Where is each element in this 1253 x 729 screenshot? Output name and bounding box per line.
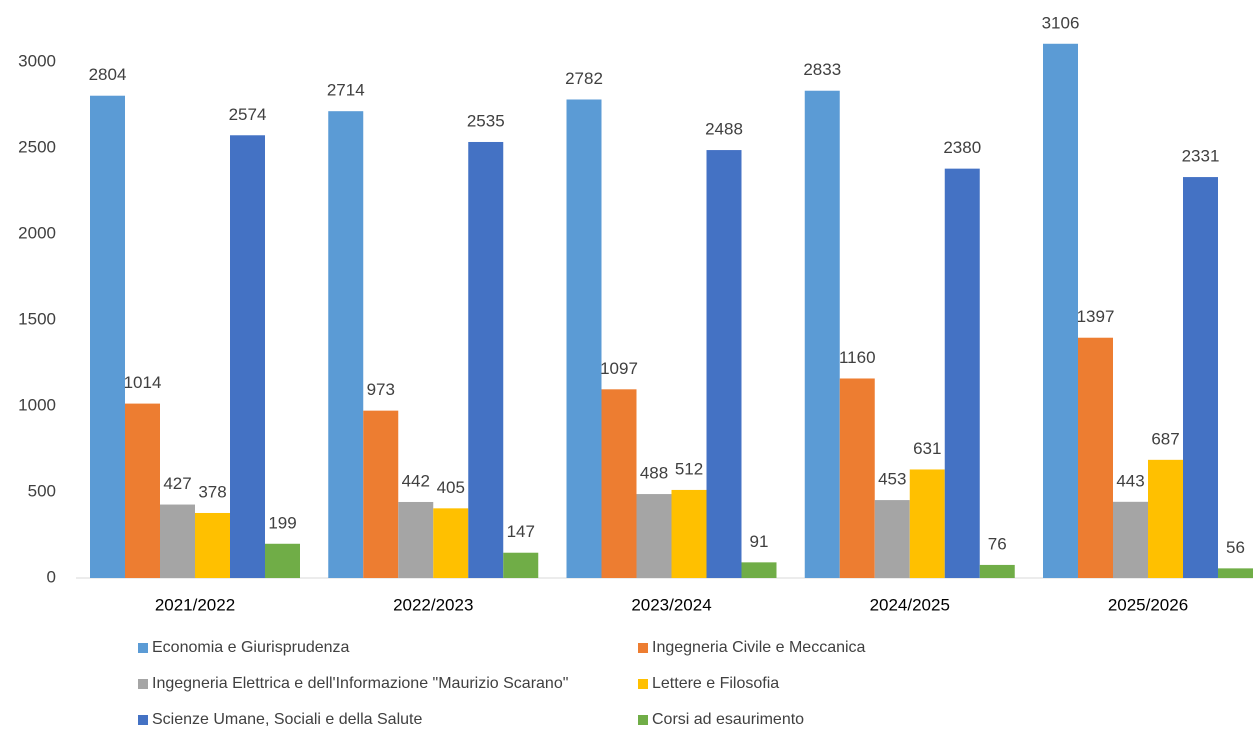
value-label: 443 — [1116, 471, 1144, 490]
value-label: 687 — [1151, 429, 1179, 448]
bar — [671, 489, 707, 578]
legend-swatch — [638, 715, 648, 725]
legend-swatch — [638, 679, 648, 689]
bar — [195, 512, 230, 578]
bar — [125, 403, 160, 578]
bar — [566, 99, 602, 578]
value-label: 2574 — [229, 105, 267, 124]
bar — [1148, 459, 1183, 578]
bar — [1043, 43, 1078, 578]
bar — [804, 90, 840, 578]
bar — [90, 95, 125, 578]
bar — [1183, 177, 1218, 578]
value-label: 453 — [878, 470, 906, 489]
bar — [839, 378, 875, 578]
legend-label: Corsi ad esaurimento — [652, 711, 804, 728]
x-tick-label: 2024/2025 — [870, 595, 950, 614]
bar — [363, 410, 399, 578]
value-label: 512 — [675, 459, 703, 478]
bar — [601, 389, 637, 578]
bar — [741, 562, 777, 578]
bar — [468, 141, 504, 579]
bar — [944, 168, 980, 578]
legend-swatch — [638, 643, 648, 653]
bar — [433, 508, 469, 578]
value-label: 1160 — [839, 348, 876, 367]
y-tick-label: 3000 — [18, 51, 56, 70]
bar — [160, 504, 195, 578]
value-label: 378 — [198, 482, 226, 501]
value-label: 1097 — [600, 359, 638, 378]
bar — [979, 564, 1015, 578]
y-tick-label: 2000 — [18, 223, 56, 242]
value-label: 91 — [750, 532, 769, 551]
bar — [636, 494, 672, 578]
value-label: 2714 — [327, 81, 365, 100]
legend-swatch — [138, 643, 148, 653]
value-label: 2331 — [1182, 147, 1220, 166]
y-tick-label: 500 — [28, 481, 56, 500]
value-label: 427 — [163, 474, 191, 493]
value-label: 2535 — [467, 111, 505, 130]
legend-swatch — [138, 715, 148, 725]
value-label: 442 — [402, 471, 430, 490]
value-label: 147 — [507, 522, 535, 541]
value-label: 488 — [640, 464, 668, 483]
value-label: 973 — [367, 380, 395, 399]
bar — [503, 552, 539, 578]
value-label: 2380 — [943, 138, 981, 157]
bar — [328, 111, 364, 578]
legend-swatch — [138, 679, 148, 689]
bar — [874, 500, 910, 578]
legend-label: Economia e Giurisprudenza — [152, 639, 350, 656]
bar — [398, 501, 434, 578]
y-tick-label: 0 — [47, 567, 56, 586]
x-tick-label: 2025/2026 — [1108, 595, 1188, 614]
value-label: 1014 — [124, 373, 162, 392]
y-tick-label: 1000 — [18, 395, 56, 414]
bar — [230, 135, 265, 578]
x-tick-label: 2021/2022 — [155, 595, 235, 614]
legend-label: Scienze Umane, Sociali e della Salute — [152, 711, 422, 728]
value-label: 1397 — [1077, 307, 1115, 326]
bar — [1218, 568, 1253, 578]
legend-label: Ingegneria Elettrica e dell'Informazione… — [152, 675, 568, 692]
value-label: 199 — [268, 513, 296, 532]
value-label: 3106 — [1042, 13, 1080, 32]
value-label: 2488 — [705, 120, 743, 139]
y-tick-label: 2500 — [18, 137, 56, 156]
legend-label: Ingegneria Civile e Meccanica — [652, 639, 866, 656]
value-label: 631 — [913, 439, 941, 458]
value-label: 2804 — [89, 65, 127, 84]
bar — [706, 150, 742, 578]
bar — [909, 469, 945, 578]
value-label: 76 — [988, 534, 1007, 553]
value-label: 56 — [1226, 538, 1245, 557]
value-label: 2833 — [803, 60, 841, 79]
bar — [1078, 337, 1113, 578]
x-tick-label: 2022/2023 — [393, 595, 473, 614]
bar — [265, 543, 300, 578]
y-tick-label: 1500 — [18, 309, 56, 328]
value-label: 2782 — [565, 69, 603, 88]
value-label: 405 — [437, 478, 465, 497]
legend-label: Lettere e Filosofia — [652, 675, 779, 692]
bar — [1113, 501, 1148, 578]
x-tick-label: 2023/2024 — [631, 595, 711, 614]
